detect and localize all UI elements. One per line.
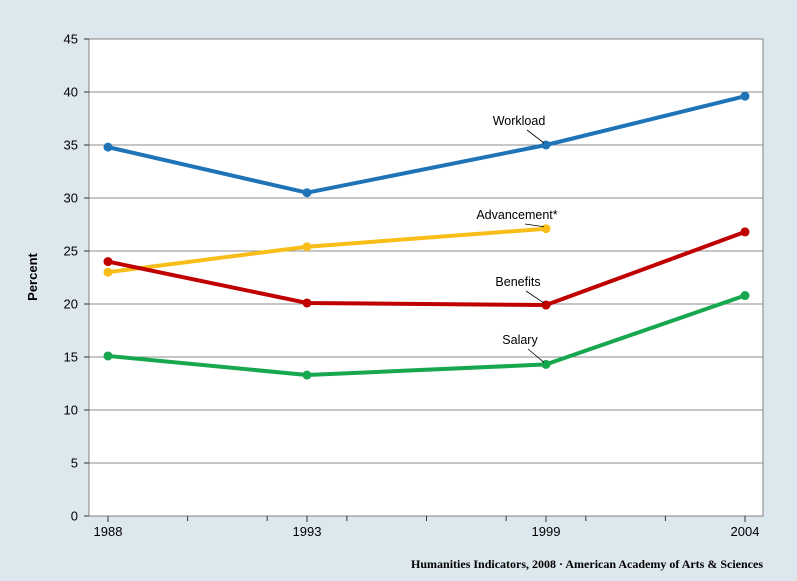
- y-tick-label: 10: [64, 403, 78, 418]
- data-point: [302, 298, 312, 308]
- data-point: [302, 242, 312, 252]
- data-point: [302, 188, 312, 198]
- y-tick-label: 15: [64, 350, 78, 365]
- data-point: [740, 227, 750, 237]
- axes: 0 5 10 15 20 25 30 35 40 45 1988 1993 1999 2004: [64, 32, 760, 540]
- data-point: [740, 91, 750, 101]
- series-label: Salary: [502, 333, 538, 347]
- label-leader-line: [525, 290, 545, 304]
- data-point: [103, 257, 113, 267]
- x-tick-label: 1993: [293, 524, 322, 539]
- y-tick-label: 20: [64, 297, 78, 312]
- y-axis-title: Percent: [25, 252, 40, 300]
- series-line-salary: [106, 293, 747, 378]
- source-credit: Humanities Indicators, 2008 · American A…: [411, 557, 763, 571]
- y-tick-label: 40: [64, 85, 78, 100]
- data-point: [103, 351, 113, 361]
- y-tick-label: 0: [71, 509, 78, 524]
- series-label: Benefits: [495, 275, 540, 289]
- label-leader-line: [527, 348, 545, 363]
- y-tick-label: 30: [64, 191, 78, 206]
- gridlines: [89, 91, 763, 464]
- data-point: [302, 370, 312, 380]
- series-label: Advancement*: [476, 208, 557, 222]
- label-leader-line: [526, 129, 545, 144]
- y-tick-label: 45: [64, 32, 78, 47]
- annotations: Workload Advancement* Benefits Salary: [476, 114, 558, 363]
- x-tick-label: 2004: [731, 524, 760, 539]
- series-line-workload: [106, 94, 747, 195]
- data-point: [103, 142, 113, 152]
- series-label: Workload: [493, 114, 546, 128]
- label-leader-line: [524, 223, 545, 228]
- data-point: [740, 291, 750, 301]
- series-line-benefits: [106, 229, 747, 308]
- data-point: [103, 267, 113, 277]
- data-point: [541, 224, 551, 234]
- y-tick-label: 5: [71, 456, 78, 471]
- x-tick-label: 1988: [94, 524, 123, 539]
- y-tick-label: 25: [64, 244, 78, 259]
- x-tick-label: 1999: [532, 524, 561, 539]
- y-tick-label: 35: [64, 138, 78, 153]
